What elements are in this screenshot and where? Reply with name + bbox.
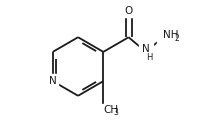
Text: N: N <box>49 76 57 86</box>
Polygon shape <box>156 29 181 45</box>
Text: N: N <box>142 43 150 54</box>
Text: O: O <box>124 6 133 16</box>
Polygon shape <box>139 44 153 60</box>
Polygon shape <box>95 104 117 117</box>
Text: 2: 2 <box>174 34 179 43</box>
Polygon shape <box>123 4 134 17</box>
Text: H: H <box>146 53 153 62</box>
Text: CH: CH <box>103 105 119 115</box>
Polygon shape <box>48 74 58 88</box>
Text: NH: NH <box>163 30 179 40</box>
Text: 3: 3 <box>113 108 118 117</box>
